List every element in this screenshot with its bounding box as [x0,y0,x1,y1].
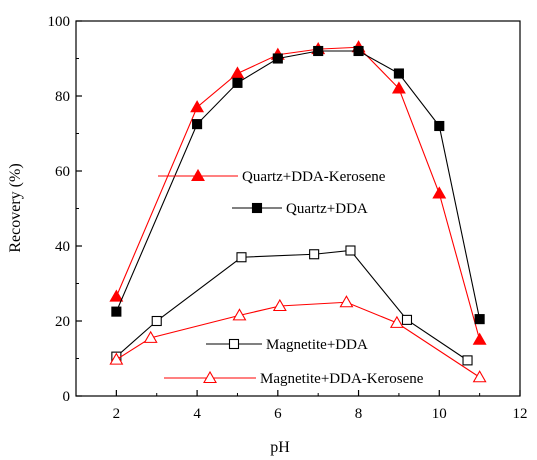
legend-label: Quartz+DDA-Kerosene [242,169,386,185]
x-tick-label: 12 [513,406,528,422]
y-tick-label: 40 [55,239,70,255]
x-tick-label: 10 [432,406,447,422]
legend-swatch-marker [191,168,205,182]
data-point [109,289,124,302]
data-point [109,352,124,365]
data-point [389,315,404,328]
data-point [474,314,485,325]
data-point [232,308,247,321]
data-point [272,298,287,312]
data-point [472,332,487,345]
data-point [462,355,473,366]
data-point [236,252,247,263]
data-point [151,315,162,327]
y-tick-label: 60 [55,164,70,180]
series-layer [109,40,487,383]
y-tick-label: 80 [55,89,70,105]
y-tick-label: 0 [63,389,71,405]
y-tick-label: 20 [55,314,70,330]
legend-swatch-marker [228,338,240,350]
legend-label: Quartz+DDA [286,201,368,217]
data-point [472,370,487,383]
legend-swatch-marker [251,202,263,214]
x-axis-title: pH [270,439,290,456]
legend: Quartz+DDA-Kerosene Quartz+DDA Magnetite+D… [158,168,424,387]
data-point [432,186,447,199]
series-line [115,46,481,340]
legend-item: Magnetite+DDA [206,337,368,353]
series-3 [109,295,487,383]
data-point [230,66,245,79]
series-line [115,50,481,320]
series-1 [111,45,485,325]
x-tick-label: 4 [193,406,201,422]
data-point [353,45,364,57]
legend-item: Magnetite+DDA-Kerosene [164,370,424,387]
legend-item: Quartz+DDA-Kerosene [158,168,386,185]
data-point [192,119,203,130]
series-0 [109,40,487,345]
data-point [339,295,354,308]
y-axis-title: Recovery (%) [7,163,24,252]
data-point [434,120,445,132]
legend-label: Magnetite+DDA [266,337,368,353]
x-tick-label: 2 [113,406,121,422]
x-tick-label: 6 [274,406,282,422]
axes: 2 4 6 8 10 12 0 20 40 60 80 100 [48,14,528,422]
x-tick-label: 8 [355,406,363,422]
data-point [313,45,324,57]
data-point [143,330,158,343]
data-point [111,306,122,317]
data-point [393,68,404,79]
data-point [190,100,205,113]
data-point [391,81,406,94]
data-point [309,249,320,260]
legend-item: Quartz+DDA [232,201,368,217]
y-tick-label: 100 [48,14,71,30]
legend-label: Magnetite+DDA-Kerosene [260,371,424,387]
legend-swatch-marker [203,370,217,384]
data-point [272,53,283,64]
data-point [345,245,356,256]
data-point [401,314,413,325]
data-point [232,77,243,88]
